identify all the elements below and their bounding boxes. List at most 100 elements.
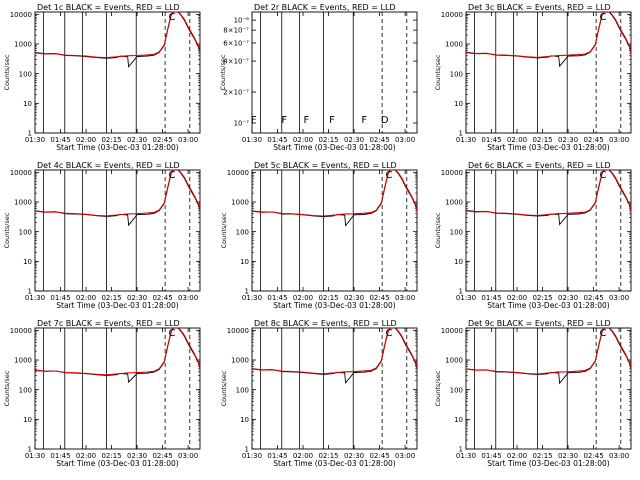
- chart-panel-det-1: 1 10 100 1000 10000 01:30 01:45 02:00 02:15 02:30…: [3, 3, 201, 152]
- y-tick-label: 1: [459, 288, 463, 296]
- x-tick-label: 02:45: [369, 452, 389, 460]
- y-tick-label: 2×10⁻⁷: [223, 89, 249, 97]
- y-axis-label: Counts/sec: [434, 212, 442, 248]
- plot-frame: [465, 169, 632, 292]
- marker-letter: D: [381, 115, 389, 126]
- series-lld-line: [252, 170, 417, 217]
- x-tick-label: 02:15: [318, 452, 338, 460]
- y-tick-label: 4×10⁻⁷: [223, 58, 249, 66]
- x-tick-label: 02:00: [293, 294, 313, 302]
- x-tick-label: 02:00: [293, 452, 313, 460]
- chart-title: Det 2r BLACK = Events, RED = LLD: [254, 3, 396, 12]
- x-axis-label: Start Time (03-Dec-03 01:28:00): [487, 301, 609, 310]
- y-tick-label: 1000: [14, 41, 32, 49]
- y-tick-label: 100: [19, 386, 32, 394]
- marker-letter: F: [304, 115, 310, 126]
- x-tick-label: 01:30: [242, 136, 262, 144]
- x-tick-label: 02:30: [558, 452, 578, 460]
- x-tick-label: 01:30: [25, 452, 45, 460]
- y-tick-label: 100: [236, 228, 249, 236]
- x-tick-label: 03:00: [395, 136, 415, 144]
- x-axis-label: Start Time (03-Dec-03 01:28:00): [56, 301, 178, 310]
- x-tick-label: 01:30: [242, 294, 262, 302]
- x-tick-label: 03:00: [178, 452, 198, 460]
- y-tick-label: 100: [450, 70, 463, 78]
- series-lld-line: [466, 328, 631, 375]
- x-tick-label: 03:00: [395, 452, 415, 460]
- x-tick-label: 02:45: [152, 294, 172, 302]
- x-tick-label: 01:45: [267, 136, 287, 144]
- x-tick-label: 03:00: [609, 452, 629, 460]
- marker-letter: C: [599, 170, 606, 181]
- x-tick-label: 02:15: [532, 452, 552, 460]
- plot-frame: [251, 169, 418, 292]
- y-tick-label: 10: [240, 258, 249, 266]
- y-axis-label: Counts/sec: [434, 370, 442, 406]
- chart-panel-det-5: 1 10 100 1000 10000 01:30 01:45 02:00 02:15 02:30…: [220, 161, 418, 310]
- x-tick-label: 02:15: [101, 294, 121, 302]
- y-tick-label: 10: [23, 416, 32, 424]
- chart-panel-det-8: 1 10 100 1000 10000 01:30 01:45 02:00 02:15 02:30…: [220, 319, 418, 468]
- series-group: [466, 12, 631, 68]
- x-tick-label: 02:15: [318, 294, 338, 302]
- marker-letter: F: [361, 115, 367, 126]
- marker-letter: F: [281, 115, 287, 126]
- x-tick-label: 02:30: [558, 136, 578, 144]
- x-tick-label: 02:30: [344, 136, 364, 144]
- x-tick-label: 03:00: [395, 294, 415, 302]
- x-tick-label: 01:30: [456, 294, 476, 302]
- plot-frame: [34, 11, 201, 134]
- x-axis-label: Start Time (03-Dec-03 01:28:00): [487, 459, 609, 468]
- x-tick-label: 02:00: [76, 294, 96, 302]
- y-tick-label: 10: [454, 416, 463, 424]
- chart-title: Det 9c BLACK = Events, RED = LLD: [468, 319, 611, 328]
- y-tick-label: 10000: [227, 327, 249, 335]
- series-lld-line: [466, 12, 631, 58]
- y-tick-label: 1000: [445, 41, 463, 49]
- x-tick-label: 01:30: [456, 136, 476, 144]
- x-tick-label: 02:45: [583, 452, 603, 460]
- x-tick-label: 03:00: [178, 136, 198, 144]
- x-tick-label: 02:15: [532, 294, 552, 302]
- chart-panel-det-2: 10⁻⁷ 2×10⁻⁷ 4×10⁻⁷ 6×10⁻⁷ 8×10⁻⁷ 10⁻⁶ 01:30 01:…: [219, 3, 418, 152]
- y-axis-label: Counts/sec: [434, 54, 442, 90]
- x-tick-label: 02:15: [318, 136, 338, 144]
- x-tick-label: 02:00: [293, 136, 313, 144]
- y-tick-label: 8×10⁻⁷: [223, 27, 249, 35]
- marker-letter: C: [385, 170, 392, 181]
- y-axis-label: Counts/sec: [3, 54, 11, 90]
- x-tick-label: 02:15: [101, 136, 121, 144]
- x-tick-label: 02:30: [558, 294, 578, 302]
- y-axis-label: Counts/sec: [220, 212, 228, 248]
- y-tick-label: 1000: [231, 357, 249, 365]
- y-tick-label: 1: [245, 446, 249, 454]
- y-tick-label: 1: [459, 446, 463, 454]
- x-tick-label: 01:30: [25, 294, 45, 302]
- y-tick-label: 1: [28, 288, 32, 296]
- x-tick-label: 02:15: [101, 452, 121, 460]
- series-group: [466, 170, 631, 226]
- x-tick-label: 02:30: [127, 452, 147, 460]
- y-tick-label: 1: [459, 130, 463, 138]
- x-tick-label: 01:45: [50, 136, 70, 144]
- y-tick-label: 10000: [10, 327, 32, 335]
- y-axis-label: Counts/sec: [3, 370, 11, 406]
- marker-letter: F: [251, 115, 257, 126]
- marker-letter: C: [168, 328, 175, 339]
- chart-title: Det 8c BLACK = Events, RED = LLD: [254, 319, 397, 328]
- y-tick-label: 10⁻⁶: [234, 17, 250, 25]
- chart-panel-det-3: 1 10 100 1000 10000 01:30 01:45 02:00 02:15 02:30…: [434, 3, 632, 152]
- x-tick-label: 01:45: [50, 452, 70, 460]
- x-tick-label: 01:30: [25, 136, 45, 144]
- y-tick-label: 10000: [441, 11, 463, 19]
- plot-frame: [34, 169, 201, 292]
- x-tick-label: 02:30: [127, 136, 147, 144]
- series-lld-line: [466, 170, 631, 217]
- x-tick-label: 01:45: [481, 294, 501, 302]
- x-tick-label: 03:00: [178, 294, 198, 302]
- x-tick-label: 02:00: [507, 136, 527, 144]
- y-tick-label: 1000: [14, 357, 32, 365]
- plot-frame: [251, 327, 418, 450]
- x-tick-label: 02:30: [344, 294, 364, 302]
- chart-title: Det 4c BLACK = Events, RED = LLD: [37, 161, 180, 170]
